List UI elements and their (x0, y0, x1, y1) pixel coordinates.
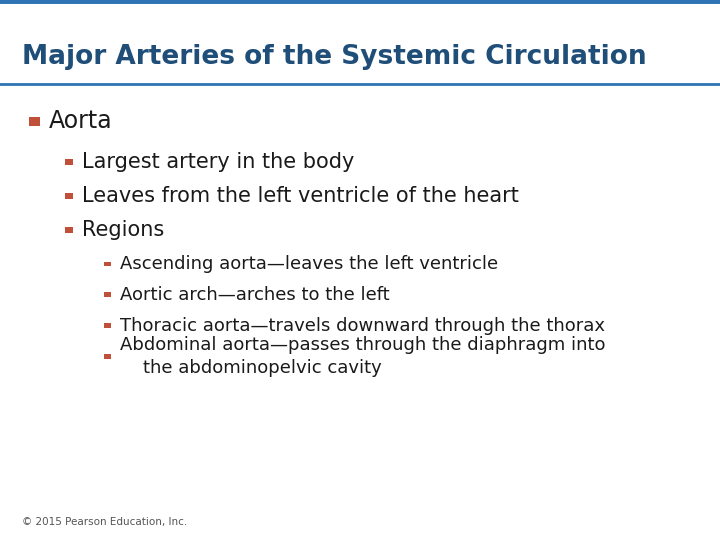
Text: Leaves from the left ventricle of the heart: Leaves from the left ventricle of the he… (82, 186, 519, 206)
Text: Abdominal aorta—passes through the diaphragm into
    the abdominopelvic cavity: Abdominal aorta—passes through the diaph… (120, 336, 605, 377)
Text: Major Arteries of the Systemic Circulation: Major Arteries of the Systemic Circulati… (22, 44, 647, 70)
Text: Regions: Regions (82, 220, 164, 240)
Bar (65, 193, 73, 199)
Bar (104, 292, 111, 297)
Text: © 2015 Pearson Education, Inc.: © 2015 Pearson Education, Inc. (22, 516, 187, 526)
Bar (65, 159, 73, 165)
Bar (104, 323, 111, 328)
Bar (104, 354, 111, 359)
Text: Aortic arch—arches to the left: Aortic arch—arches to the left (120, 286, 389, 304)
Text: Thoracic aorta—travels downward through the thorax: Thoracic aorta—travels downward through … (120, 316, 605, 335)
Bar (65, 227, 73, 233)
Text: Aorta: Aorta (49, 110, 112, 133)
Bar (29, 117, 40, 126)
Bar (104, 261, 111, 266)
Text: Largest artery in the body: Largest artery in the body (82, 152, 354, 172)
Text: Ascending aorta—leaves the left ventricle: Ascending aorta—leaves the left ventricl… (120, 255, 498, 273)
